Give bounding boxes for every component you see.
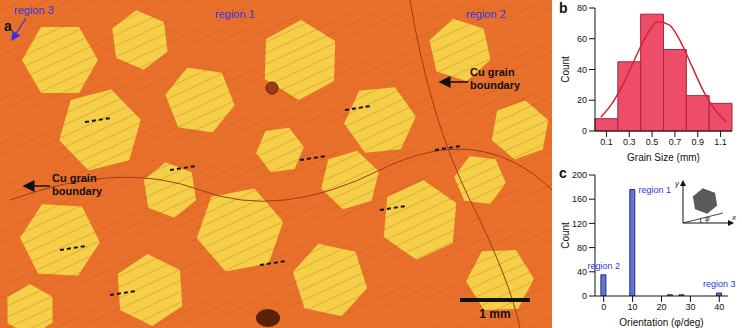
svg-text:region 1: region 1 <box>639 185 672 195</box>
svg-text:20: 20 <box>656 302 666 312</box>
svg-text:Grain Size (mm): Grain Size (mm) <box>627 152 700 163</box>
svg-text:region 2: region 2 <box>466 8 506 20</box>
svg-text:0.7: 0.7 <box>669 137 682 147</box>
svg-text:1 mm: 1 mm <box>479 307 510 321</box>
svg-text:40: 40 <box>577 267 587 277</box>
svg-text:60: 60 <box>577 34 587 44</box>
svg-text:80: 80 <box>577 3 587 13</box>
svg-text:30: 30 <box>685 302 695 312</box>
svg-text:region 2: region 2 <box>587 261 620 271</box>
svg-text:40: 40 <box>577 65 587 75</box>
svg-text:10: 10 <box>628 302 638 312</box>
svg-text:120: 120 <box>572 219 587 229</box>
html-text:c: c <box>559 165 567 181</box>
svg-text:Cu grainboundary: Cu grainboundary <box>52 172 103 197</box>
svg-text:region 3: region 3 <box>14 4 54 16</box>
svg-text:y: y <box>675 179 680 188</box>
svg-text:x: x <box>731 213 737 222</box>
svg-text:region 1: region 1 <box>215 8 255 20</box>
svg-text:0: 0 <box>582 291 587 301</box>
svg-text:Orientation (φ/deg): Orientation (φ/deg) <box>619 317 703 328</box>
svg-text:1.1: 1.1 <box>714 137 727 147</box>
svg-text:φ: φ <box>705 215 710 223</box>
svg-text:Count: Count <box>560 56 571 83</box>
svg-text:0.9: 0.9 <box>691 137 704 147</box>
svg-text:region 3: region 3 <box>703 279 736 289</box>
svg-text:40: 40 <box>714 302 724 312</box>
svg-text:0.5: 0.5 <box>646 137 659 147</box>
svg-text:200: 200 <box>572 170 587 180</box>
html-text:a: a <box>4 18 12 34</box>
html-text:b: b <box>559 0 568 16</box>
svg-text:160: 160 <box>572 194 587 204</box>
svg-text:0.1: 0.1 <box>600 137 613 147</box>
svg-text:0: 0 <box>601 302 606 312</box>
svg-text:0.3: 0.3 <box>623 137 636 147</box>
svg-text:Count: Count <box>560 222 571 249</box>
svg-text:20: 20 <box>577 95 587 105</box>
svg-text:80: 80 <box>577 243 587 253</box>
svg-text:0: 0 <box>582 126 587 136</box>
svg-text:Cu grainboundary: Cu grainboundary <box>470 66 521 91</box>
